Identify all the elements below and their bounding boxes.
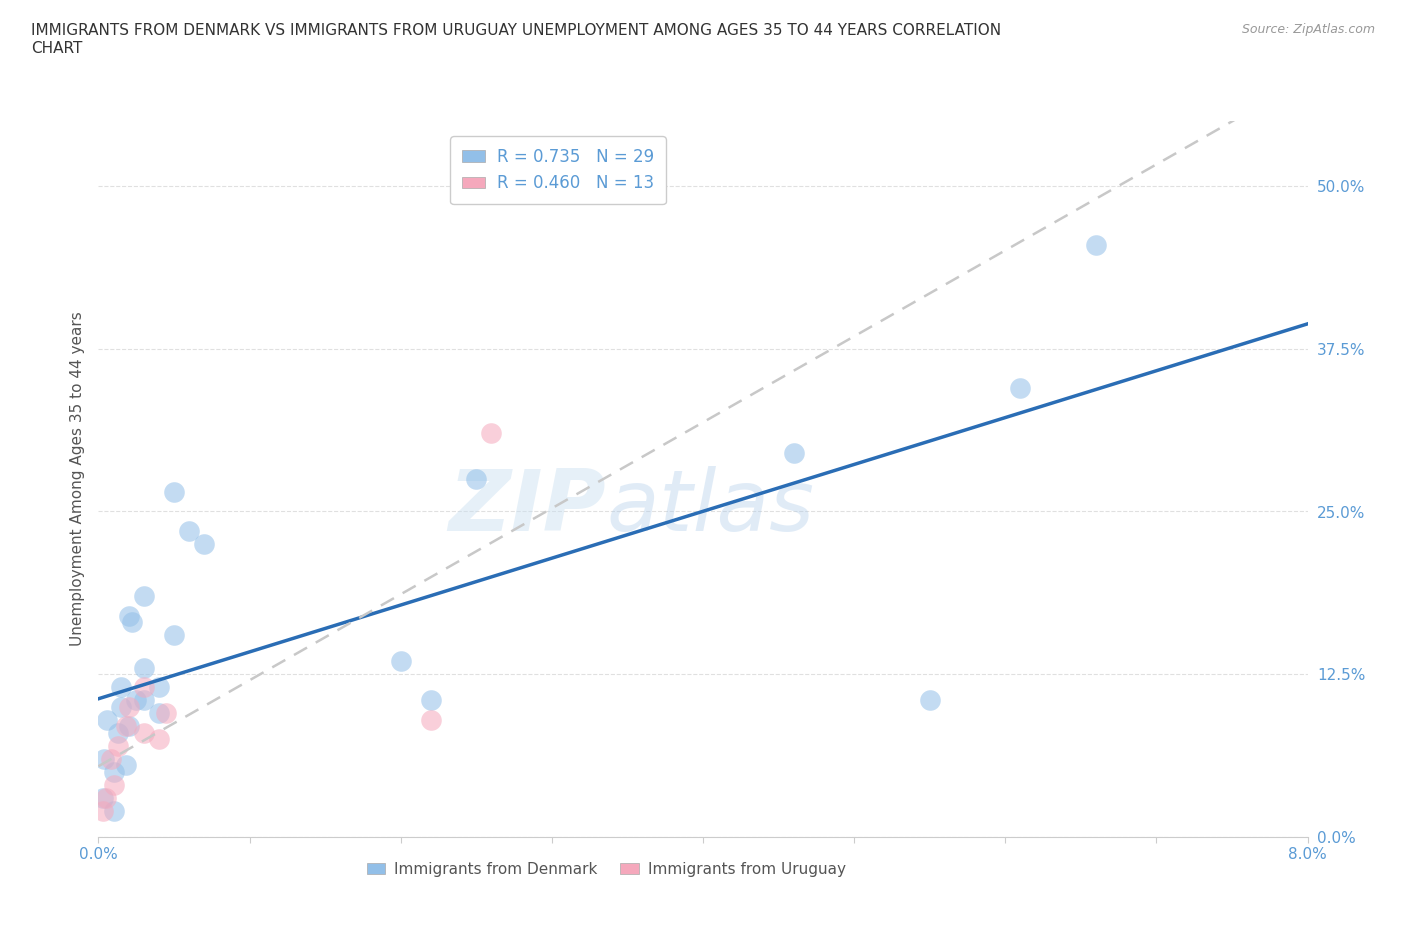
Point	[96, 712, 118, 727]
Point	[132, 725, 155, 740]
Point	[481, 426, 503, 441]
Point	[103, 777, 125, 792]
Point	[465, 472, 488, 486]
Y-axis label: Unemployment Among Ages 35 to 44 years: Unemployment Among Ages 35 to 44 years	[69, 312, 84, 646]
Point	[783, 445, 806, 460]
Point	[389, 654, 412, 669]
Point	[125, 693, 148, 708]
Point	[132, 680, 155, 695]
Point	[148, 732, 170, 747]
Point	[1010, 380, 1032, 395]
Point	[114, 719, 136, 734]
Point	[148, 680, 170, 695]
Point	[193, 537, 215, 551]
Point	[121, 615, 143, 630]
Point	[163, 485, 186, 499]
Point	[118, 719, 141, 734]
Point	[91, 790, 114, 805]
Point	[155, 706, 177, 721]
Text: atlas: atlas	[606, 466, 814, 549]
Point	[132, 589, 155, 604]
Point	[163, 628, 186, 643]
Text: ZIP: ZIP	[449, 466, 606, 549]
Point	[93, 751, 115, 766]
Point	[118, 699, 141, 714]
Point	[148, 706, 170, 721]
Point	[103, 764, 125, 779]
Point	[107, 738, 129, 753]
Legend: Immigrants from Denmark, Immigrants from Uruguay: Immigrants from Denmark, Immigrants from…	[360, 856, 852, 884]
Point	[1085, 237, 1108, 252]
Point	[179, 524, 201, 538]
Point	[132, 660, 155, 675]
Point	[94, 790, 117, 805]
Point	[110, 699, 132, 714]
Point	[114, 758, 136, 773]
Point	[420, 712, 443, 727]
Point	[132, 693, 155, 708]
Point	[118, 608, 141, 623]
Text: Source: ZipAtlas.com: Source: ZipAtlas.com	[1241, 23, 1375, 36]
Point	[103, 804, 125, 818]
Point	[420, 693, 443, 708]
Point	[91, 804, 114, 818]
Text: IMMIGRANTS FROM DENMARK VS IMMIGRANTS FROM URUGUAY UNEMPLOYMENT AMONG AGES 35 TO: IMMIGRANTS FROM DENMARK VS IMMIGRANTS FR…	[31, 23, 1001, 56]
Point	[918, 693, 941, 708]
Point	[107, 725, 129, 740]
Point	[100, 751, 122, 766]
Point	[110, 680, 132, 695]
